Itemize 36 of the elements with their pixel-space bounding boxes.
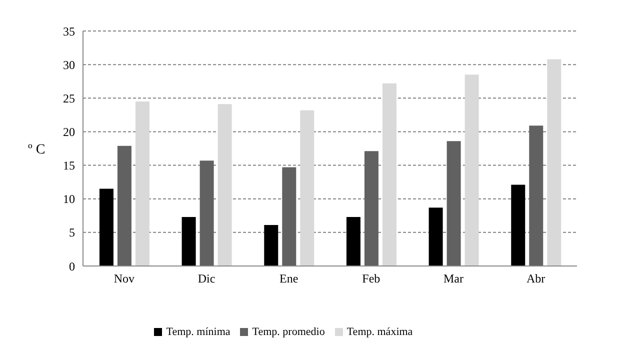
x-tick-label: Mar — [444, 272, 464, 286]
bar — [446, 141, 461, 266]
y-tick-label: 20 — [63, 124, 75, 139]
legend-label: Temp. promedio — [252, 326, 325, 338]
bar — [300, 110, 314, 266]
bar — [117, 146, 132, 266]
bar — [464, 74, 479, 266]
bar — [346, 216, 360, 266]
bar — [200, 160, 214, 266]
bar — [547, 59, 562, 266]
legend-label: Temp. máxima — [346, 326, 413, 338]
x-tick-label: Dic — [198, 272, 216, 286]
x-tick-label: Ene — [280, 272, 298, 286]
bar — [428, 208, 443, 266]
x-tick-label: Nov — [114, 272, 135, 286]
bar — [382, 83, 396, 266]
bar — [364, 151, 378, 266]
bar — [529, 126, 544, 266]
x-tick-label: Abr — [526, 272, 546, 286]
y-tick-label: 10 — [63, 192, 75, 206]
y-tick-label: 15 — [63, 158, 75, 173]
y-tick-label: 35 — [63, 24, 75, 38]
x-tick-label: Feb — [362, 272, 380, 286]
y-tick-label: 0 — [69, 259, 75, 274]
bar — [264, 225, 278, 266]
bar — [135, 102, 150, 266]
y-tick-label: 25 — [63, 91, 75, 106]
y-tick-label: 5 — [69, 226, 75, 240]
bar — [182, 216, 196, 266]
y-tick-label: 30 — [63, 58, 75, 72]
bar — [218, 104, 232, 266]
bar — [99, 188, 114, 266]
bar — [511, 184, 526, 266]
bar — [282, 167, 296, 266]
y-axis-title: º C — [28, 142, 46, 158]
legend-label: Temp. mínima — [166, 326, 230, 338]
